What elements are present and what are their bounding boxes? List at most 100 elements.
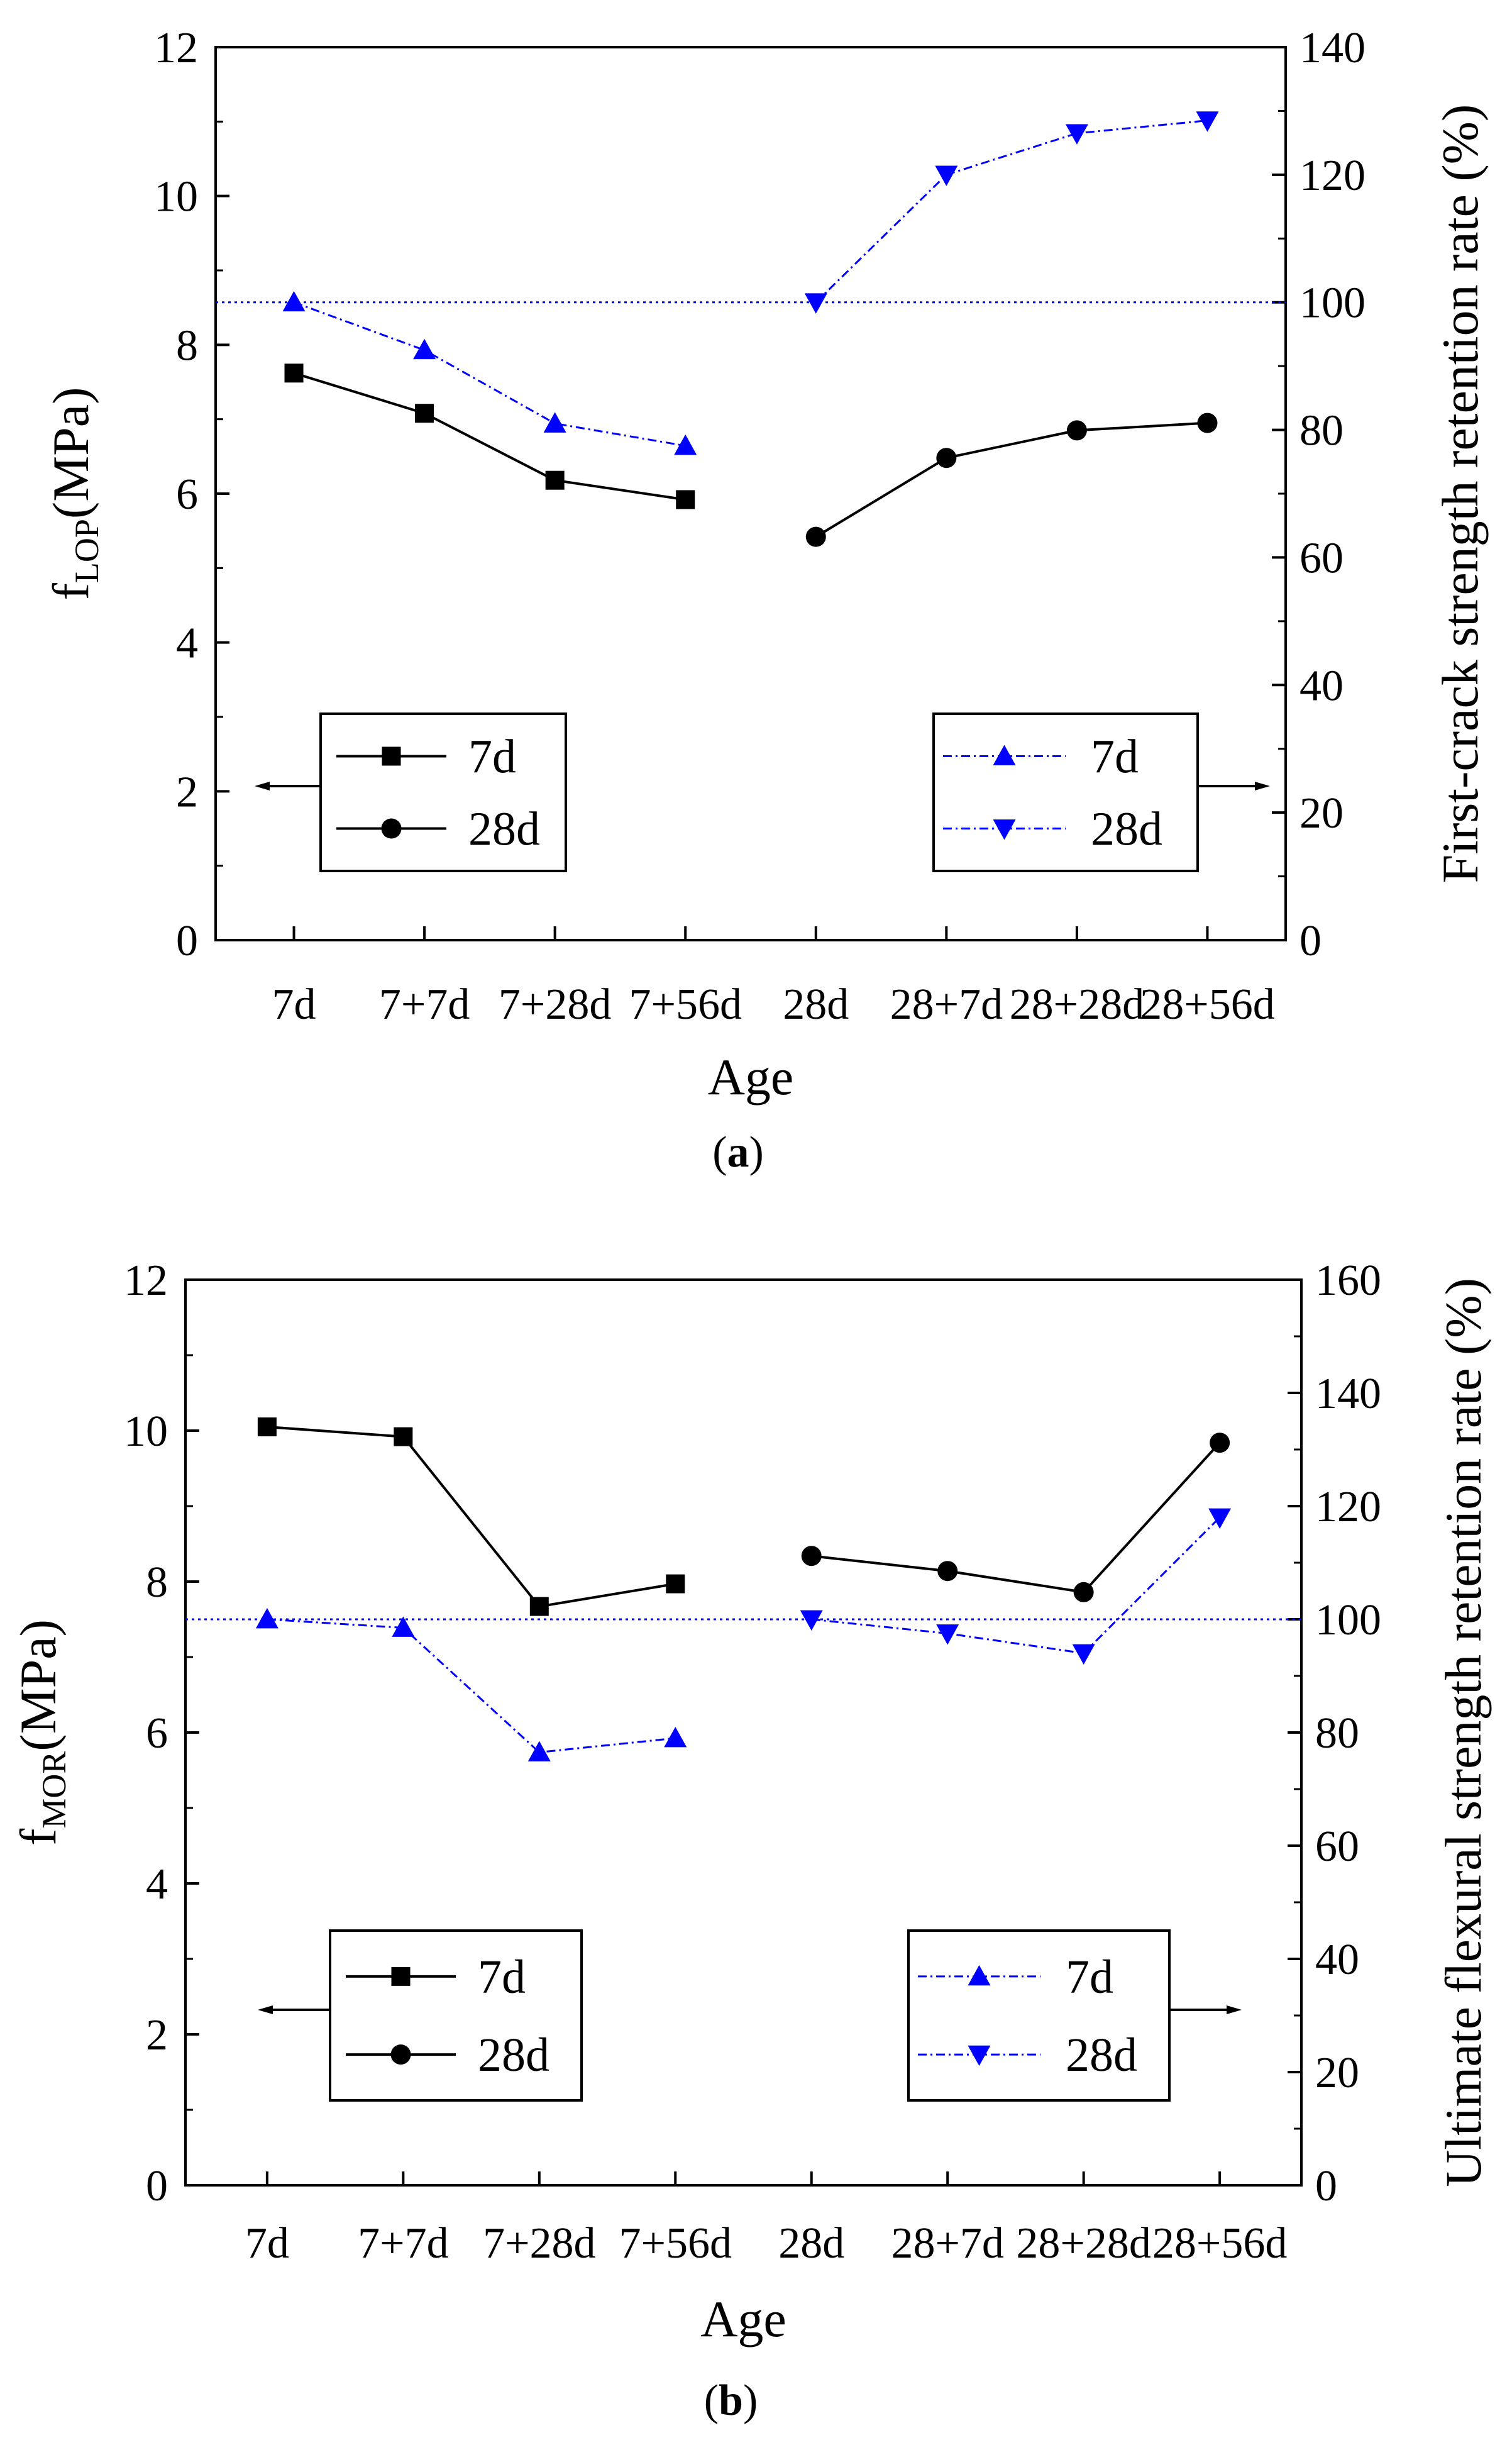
- left-tick-label: 10: [124, 1407, 168, 1456]
- x-tick-label: 7d: [272, 980, 316, 1029]
- data-point: [529, 1597, 549, 1616]
- panel-label-letter: a: [727, 1128, 749, 1177]
- data-point: [676, 490, 695, 509]
- series-left-7d: [257, 1417, 685, 1616]
- data-point: [801, 1546, 822, 1566]
- x-tick-label: 7+28d: [499, 980, 611, 1029]
- data-point: [545, 470, 565, 490]
- x-tick-label: 28+7d: [890, 980, 1003, 1029]
- right-tick-label: 60: [1300, 534, 1344, 582]
- data-point: [666, 1574, 685, 1594]
- y-axis-title-sub: LOP: [68, 519, 106, 583]
- y-axis-title-unit: (MPa): [9, 1619, 67, 1751]
- y2-axis-title: First-crack strength retention rate (%): [1432, 104, 1489, 884]
- left-y-axis: 0 2 4 6 8 10 12: [154, 24, 229, 965]
- data-point: [804, 293, 827, 314]
- left-tick-label: 2: [146, 2011, 168, 2060]
- data-point: [1197, 413, 1218, 433]
- series-left-7d: [284, 363, 695, 509]
- right-axis-arrow-head: [1255, 782, 1270, 790]
- series-right-7d: [255, 1608, 687, 1761]
- data-point: [674, 434, 697, 455]
- data-point: [257, 1417, 277, 1436]
- data-point: [543, 412, 566, 433]
- right-tick-label: 140: [1315, 1370, 1381, 1418]
- legend-box: [907, 1929, 1171, 2102]
- x-tick-label: 7+7d: [358, 2219, 448, 2268]
- right-axis-arrow-head: [1227, 2005, 1242, 2014]
- right-tick-label: 40: [1300, 662, 1344, 710]
- series-line: [267, 1426, 676, 1608]
- legend-label: 28d: [1091, 803, 1162, 856]
- left-axis-arrow-head: [258, 2005, 273, 2014]
- legend-marker: [382, 746, 401, 766]
- y-axis-title-base: f: [42, 582, 99, 600]
- left-tick-label: 12: [124, 1256, 168, 1305]
- panel-label-close: ): [743, 2376, 758, 2425]
- left-axis-arrow-head: [255, 782, 270, 790]
- right-axis-arrow: [1169, 2005, 1242, 2014]
- legend-marker: [993, 819, 1016, 840]
- x-tick-label: 28+28d: [1016, 2219, 1151, 2268]
- legend-marker: [381, 818, 402, 839]
- data-point: [255, 1608, 279, 1629]
- data-point: [284, 363, 304, 383]
- series-line: [811, 1441, 1221, 1594]
- data-point: [282, 291, 306, 312]
- right-tick-label: 120: [1315, 1483, 1381, 1531]
- right-tick-label: 140: [1300, 24, 1366, 72]
- left-axis-arrow: [258, 2005, 330, 2014]
- left-tick-label: 8: [146, 1558, 168, 1607]
- x-axis-title: Age: [708, 1048, 794, 1106]
- panel-label: (b): [704, 2376, 758, 2425]
- data-point: [413, 338, 436, 360]
- data-point: [394, 1427, 413, 1446]
- data-point: [527, 1741, 551, 1761]
- x-tick-label: 28d: [778, 2219, 844, 2268]
- left-tick-label: 8: [176, 321, 198, 370]
- panel-label-open: (: [704, 2376, 719, 2425]
- legend-marker: [968, 1965, 991, 1986]
- right-tick-label: 80: [1315, 1709, 1359, 1758]
- legend-label: 7d: [468, 731, 516, 784]
- x-tick-label: 7+56d: [629, 980, 741, 1029]
- series-line: [815, 119, 1208, 303]
- panel-label: (a): [712, 1128, 764, 1177]
- right-tick-label: 160: [1315, 1256, 1381, 1305]
- data-point: [936, 448, 957, 468]
- y2-axis-title: Ultimate flexural strength retention rat…: [1435, 1278, 1492, 2187]
- series-left-28d: [801, 1433, 1230, 1602]
- right-tick-label: 80: [1300, 407, 1344, 455]
- right-y-axis: 0 20 40 60 80 100 120 140: [1272, 24, 1366, 965]
- series-line: [811, 1516, 1221, 1655]
- data-point: [1065, 124, 1088, 145]
- panel-label-letter: b: [719, 2376, 743, 2425]
- y-axis-title-unit: (MPa): [42, 387, 99, 519]
- series-left-28d: [805, 413, 1218, 547]
- legend-marker: [993, 745, 1016, 765]
- x-tick-label: 7+28d: [483, 2219, 595, 2268]
- left-tick-label: 6: [146, 1709, 168, 1758]
- left-tick-label: 2: [176, 768, 198, 816]
- legend-label: 7d: [1066, 1951, 1113, 2004]
- legend-label: 28d: [478, 2029, 549, 2082]
- x-axis-title: Age: [700, 2290, 786, 2348]
- data-point: [1066, 420, 1087, 441]
- right-tick-label: 20: [1300, 789, 1344, 838]
- data-point: [1210, 1433, 1230, 1453]
- right-tick-label: 120: [1300, 152, 1366, 200]
- data-point: [805, 526, 826, 547]
- data-point: [935, 165, 958, 186]
- data-point: [392, 1616, 415, 1637]
- x-tick-label: 28+56d: [1140, 980, 1274, 1029]
- right-tick-label: 100: [1315, 1596, 1381, 1644]
- x-tick-label: 7+56d: [619, 2219, 732, 2268]
- left-tick-label: 6: [176, 470, 198, 519]
- legend-marker: [968, 2045, 991, 2066]
- x-tick-label: 28+28d: [1010, 980, 1144, 1029]
- x-tick-label: 28d: [783, 980, 849, 1029]
